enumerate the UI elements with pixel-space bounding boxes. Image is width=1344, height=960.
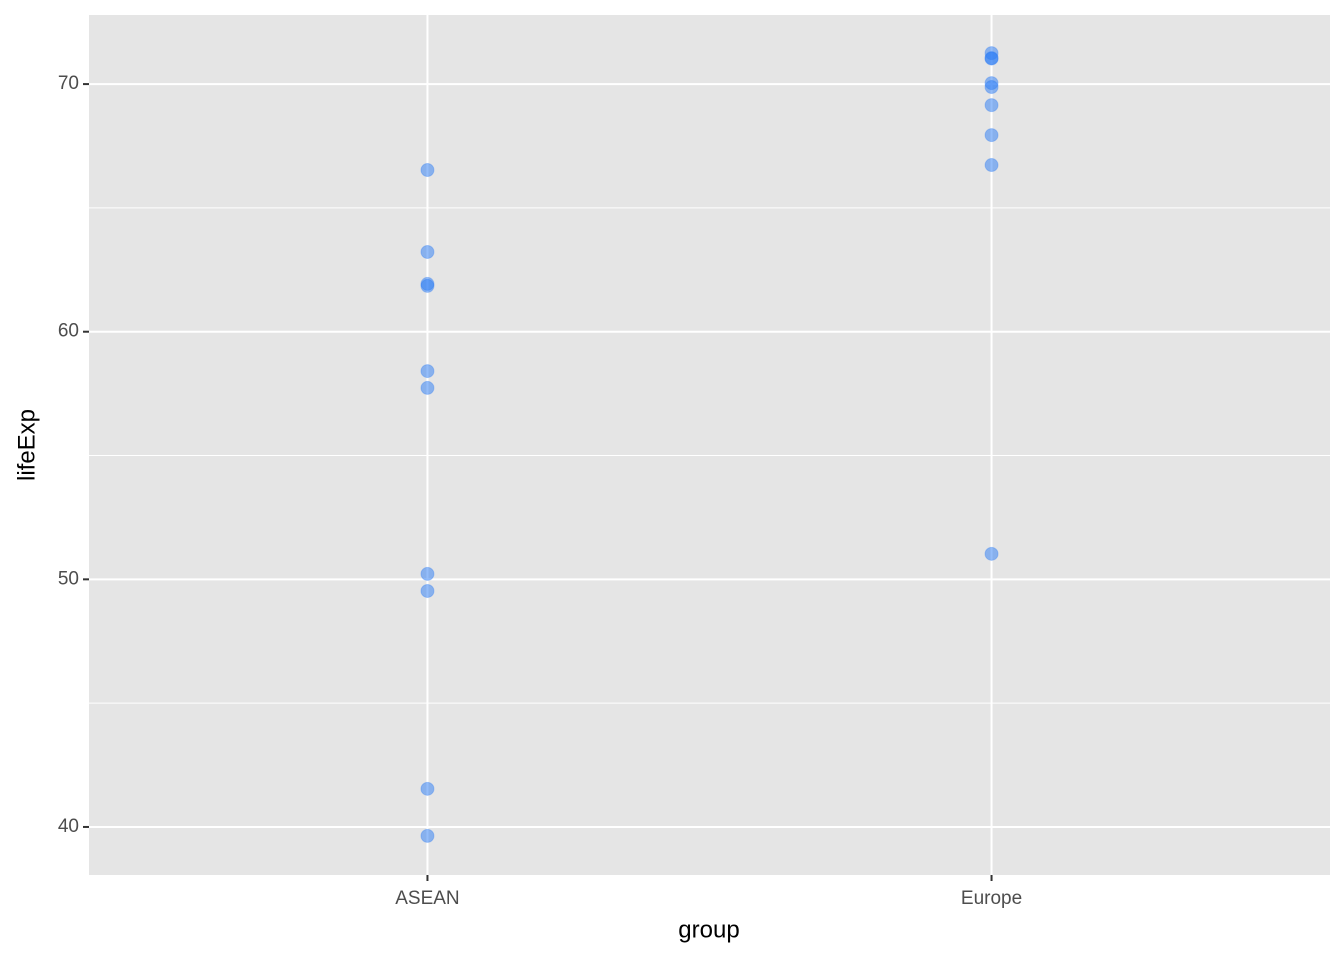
y-tick-label: 40: [58, 816, 79, 837]
y-tick-label: 50: [58, 568, 79, 589]
point: [984, 128, 999, 143]
point: [420, 583, 435, 598]
point: [420, 566, 435, 581]
point: [420, 278, 435, 293]
y-tick-label: 60: [58, 321, 79, 342]
point: [420, 244, 435, 259]
point: [420, 781, 435, 796]
x-tick-label: ASEAN: [395, 888, 459, 909]
point: [420, 163, 435, 178]
y-tick-label: 70: [58, 73, 79, 94]
x-axis-title: group: [678, 916, 739, 943]
point: [984, 158, 999, 173]
point: [984, 98, 999, 113]
panel: [89, 15, 1330, 875]
point: [420, 828, 435, 843]
point: [420, 380, 435, 395]
point: [420, 364, 435, 379]
y-axis-title: lifeExp: [13, 409, 40, 481]
point: [984, 51, 999, 66]
x-tick-label: Europe: [961, 888, 1022, 909]
point: [984, 80, 999, 95]
point: [984, 546, 999, 561]
